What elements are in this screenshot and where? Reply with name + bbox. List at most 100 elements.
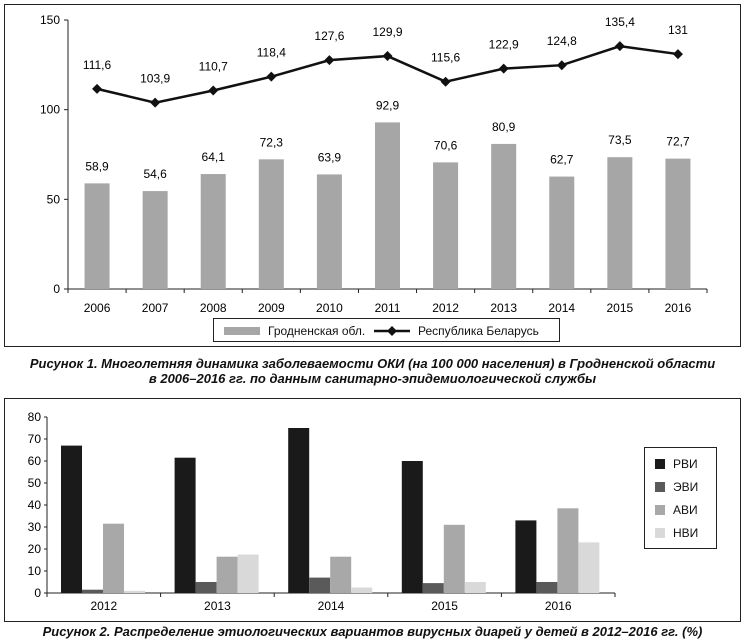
bar-value-label: 62,7 [550,153,574,167]
bar-grodno [491,143,517,289]
legend-bar-swatch [224,327,260,335]
line-value-label: 131 [668,23,688,37]
y-tick-label: 0 [34,586,41,600]
bar-grodno [375,122,400,290]
figure1-legend: Гродненская обл. Республика Беларусь [213,318,560,342]
bar-value-label: 70,6 [434,138,458,152]
y-tick-label: 30 [28,520,42,534]
bar-rvi [174,457,196,593]
x-tick-label: 2013 [490,301,517,315]
bar-avi [557,508,579,593]
legend-item-rvi: РВИ [655,457,698,471]
bar-rvi [515,520,537,593]
bar-grodno [549,176,575,289]
line-marker [266,71,277,82]
legend-item-avi: АВИ [655,503,698,517]
bar-avi [443,524,465,593]
legend-swatch-avi [655,505,665,515]
figure2-panel [4,398,741,622]
y-tick-label: 20 [28,542,42,556]
line-value-label: 110,7 [199,59,228,73]
legend-label-bar: Гродненская обл. [268,324,366,338]
bar-value-label: 63,9 [318,150,342,164]
bar-nvi [351,587,373,593]
bar-grodno [200,174,226,289]
bar-evi [422,583,444,593]
bar-grodno [258,159,284,289]
legend-swatch-rvi [655,459,665,469]
figure2-caption: Рисунок 2. Распределение этиологических … [42,624,703,639]
line-marker [556,60,567,71]
bar-value-label: 72,7 [666,135,690,149]
line-value-label: 115,6 [431,51,460,65]
bar-rvi [401,461,423,593]
x-tick-label: 2008 [200,301,227,315]
line-marker [440,76,451,87]
bar-evi [309,577,331,593]
y-tick-label: 0 [53,282,60,296]
legend-label-line: Республика Беларусь [418,324,539,338]
bar-value-label: 58,9 [85,159,109,173]
bar-value-label: 72,3 [260,135,284,149]
legend-label-avi: АВИ [673,503,698,517]
line-value-label: 122,9 [489,38,519,52]
bar-evi [195,582,217,593]
line-marker [614,41,625,52]
figure1-caption: Рисунок 1. Многолетняя динамика заболева… [0,356,745,386]
legend-item-line: Республика Беларусь [374,324,539,338]
bar-rvi [288,428,310,593]
bar-value-label: 92,9 [376,98,400,112]
legend-label-rvi: РВИ [673,457,698,471]
bar-grodno [607,157,633,289]
bar-value-label: 54,6 [143,167,167,181]
x-tick-label: 2010 [316,301,343,315]
x-tick-label: 2016 [545,599,572,613]
x-tick-label: 2012 [432,301,459,315]
y-tick-label: 80 [28,410,42,424]
bar-avi [103,523,124,593]
line-value-label: 129,9 [372,25,402,39]
line-value-label: 103,9 [140,72,170,86]
bar-value-label: 64,1 [202,150,226,164]
bar-nvi [578,542,600,593]
line-value-label: 118,4 [257,46,286,60]
figure1-caption-line1: Рисунок 1. Многолетняя динамика заболева… [29,356,716,371]
x-tick-label: 2015 [431,599,458,613]
bar-evi [82,589,103,593]
bar-grodno [433,162,459,289]
line-marker [208,85,219,96]
x-tick-label: 2016 [665,301,692,315]
figure2-legend: РВИ ЭВИ АВИ НВИ [644,447,717,549]
bar-avi [216,556,238,593]
x-tick-label: 2013 [204,599,231,613]
line-value-label: 135,4 [605,15,635,29]
y-tick-label: 100 [40,103,60,117]
bar-nvi [124,590,145,593]
legend-line-swatch [374,326,410,336]
bar-grodno [316,174,342,289]
y-tick-label: 50 [47,192,61,206]
bar-evi [536,582,558,593]
figure1-caption-line2: в 2006–2016 гг. по данным санитарно-эпид… [148,371,597,386]
line-marker [150,97,161,108]
bar-nvi [237,554,259,593]
y-tick-label: 70 [28,432,42,446]
bar-nvi [464,582,486,593]
x-tick-label: 2014 [548,301,575,315]
line-marker [92,83,103,94]
bar-value-label: 73,5 [608,133,632,147]
line-value-label: 111,6 [83,58,112,72]
y-tick-label: 60 [28,454,42,468]
x-tick-label: 2009 [258,301,285,315]
legend-item-nvi: НВИ [655,526,698,540]
line-value-label: 127,6 [314,29,344,43]
line-marker [672,49,683,60]
y-tick-label: 40 [28,498,42,512]
y-tick-label: 50 [28,476,42,490]
line-value-label: 124,8 [547,34,577,48]
x-tick-label: 2011 [375,301,401,315]
bar-avi [330,556,352,593]
x-tick-label: 2014 [318,599,345,613]
x-tick-label: 2007 [142,301,169,315]
legend-item-bar: Гродненская обл. [224,324,365,338]
